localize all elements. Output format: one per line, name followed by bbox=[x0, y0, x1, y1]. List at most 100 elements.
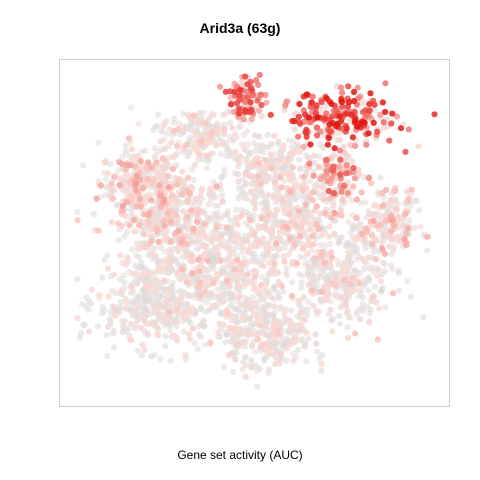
data-point bbox=[237, 86, 244, 93]
data-point bbox=[374, 222, 381, 229]
data-point bbox=[370, 292, 377, 300]
data-point bbox=[144, 192, 151, 199]
data-point bbox=[263, 99, 270, 106]
data-point bbox=[216, 320, 223, 327]
data-point bbox=[188, 257, 195, 264]
data-point bbox=[374, 128, 381, 135]
data-point bbox=[288, 292, 295, 299]
data-point bbox=[304, 211, 311, 218]
data-point bbox=[141, 297, 148, 304]
data-point bbox=[278, 184, 285, 191]
data-point bbox=[294, 346, 301, 354]
data-point bbox=[145, 212, 152, 219]
data-point bbox=[325, 292, 332, 299]
data-point bbox=[173, 323, 180, 330]
data-point bbox=[368, 232, 376, 239]
data-point bbox=[287, 317, 294, 324]
data-point bbox=[134, 265, 141, 272]
data-point bbox=[216, 83, 224, 90]
data-point bbox=[303, 133, 310, 140]
data-point bbox=[232, 206, 239, 214]
data-point bbox=[233, 236, 240, 243]
data-point bbox=[289, 279, 296, 286]
data-point bbox=[228, 259, 236, 266]
data-point bbox=[295, 297, 302, 305]
data-point bbox=[219, 198, 226, 205]
data-point bbox=[248, 188, 255, 195]
data-point bbox=[247, 99, 254, 106]
data-point bbox=[323, 95, 330, 102]
data-point bbox=[176, 120, 183, 127]
data-point bbox=[345, 334, 352, 341]
data-point bbox=[346, 99, 353, 106]
data-point bbox=[297, 233, 304, 240]
data-point bbox=[139, 148, 146, 155]
data-point bbox=[339, 89, 346, 96]
data-point bbox=[361, 277, 368, 284]
data-point bbox=[99, 274, 106, 281]
data-point bbox=[281, 206, 288, 213]
data-point bbox=[164, 172, 171, 179]
data-point bbox=[236, 325, 244, 333]
data-point bbox=[123, 300, 130, 307]
data-point bbox=[305, 298, 312, 306]
data-point bbox=[247, 108, 254, 115]
data-point bbox=[203, 243, 210, 250]
data-point bbox=[366, 101, 373, 108]
data-point bbox=[316, 153, 323, 160]
data-point bbox=[170, 119, 177, 126]
data-point bbox=[269, 286, 276, 293]
data-point bbox=[231, 155, 238, 162]
data-point bbox=[117, 304, 124, 311]
data-point bbox=[249, 258, 256, 265]
data-point bbox=[196, 284, 203, 291]
data-point bbox=[184, 313, 191, 320]
data-point bbox=[314, 114, 321, 121]
data-point bbox=[333, 107, 340, 115]
data-point bbox=[416, 207, 423, 214]
data-point bbox=[196, 200, 203, 207]
data-point bbox=[85, 306, 92, 313]
data-point bbox=[407, 202, 414, 209]
data-point bbox=[339, 103, 346, 110]
data-point bbox=[264, 212, 272, 219]
data-point bbox=[253, 77, 260, 84]
data-point bbox=[141, 346, 148, 353]
data-point bbox=[249, 331, 256, 338]
data-point bbox=[254, 383, 261, 390]
data-point bbox=[349, 134, 356, 141]
data-point bbox=[313, 124, 320, 131]
point-layer bbox=[74, 71, 438, 390]
data-point bbox=[265, 260, 273, 267]
data-point bbox=[103, 332, 110, 339]
data-point bbox=[354, 245, 361, 252]
data-point bbox=[320, 144, 327, 151]
data-point bbox=[232, 131, 239, 138]
data-point bbox=[329, 280, 336, 287]
data-point bbox=[328, 100, 335, 107]
data-point bbox=[232, 276, 239, 283]
data-point bbox=[184, 214, 191, 221]
data-point bbox=[160, 217, 167, 224]
data-point bbox=[227, 248, 234, 255]
data-point bbox=[202, 232, 209, 239]
data-point bbox=[235, 287, 242, 294]
data-point bbox=[94, 323, 101, 330]
data-point bbox=[163, 298, 170, 306]
data-point bbox=[154, 228, 161, 235]
data-point bbox=[290, 350, 297, 357]
data-point bbox=[202, 119, 209, 126]
data-point bbox=[319, 248, 326, 255]
data-point bbox=[303, 329, 310, 336]
data-point bbox=[325, 134, 332, 142]
data-point bbox=[225, 147, 232, 154]
data-point bbox=[131, 270, 139, 277]
data-point bbox=[306, 160, 313, 167]
data-point bbox=[128, 337, 135, 344]
data-point bbox=[365, 130, 372, 137]
data-point bbox=[254, 173, 262, 180]
data-point bbox=[355, 166, 362, 173]
data-point bbox=[233, 100, 240, 107]
data-point bbox=[118, 160, 126, 167]
data-point bbox=[244, 271, 251, 278]
